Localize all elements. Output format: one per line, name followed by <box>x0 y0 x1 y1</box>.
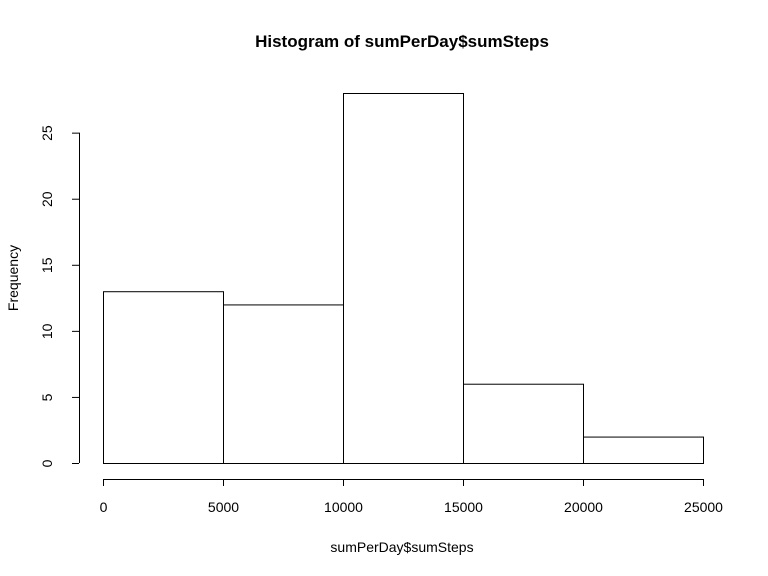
histogram-bar-2 <box>343 93 464 464</box>
x-axis: 0 5000 10000 15000 20000 25000 <box>100 479 723 515</box>
y-tick-label-3: 15 <box>39 257 55 273</box>
y-tick-label-5: 25 <box>39 125 55 141</box>
histogram-bar-4 <box>583 436 704 465</box>
x-tick-label-4: 20000 <box>564 499 603 515</box>
y-axis: 0 5 10 15 20 25 <box>39 125 80 467</box>
x-tick-label-3: 15000 <box>444 499 483 515</box>
bars-group <box>103 93 704 465</box>
y-tick-label-0: 0 <box>39 459 55 467</box>
x-tick-label-2: 10000 <box>324 499 363 515</box>
x-tick-label-0: 0 <box>100 499 108 515</box>
y-tick-label-1: 5 <box>39 393 55 401</box>
y-axis-label: Frequency <box>5 245 21 311</box>
x-axis-label: sumPerDay$sumSteps <box>330 539 473 555</box>
histogram-bar-3 <box>463 383 584 465</box>
x-tick-label-5: 25000 <box>684 499 723 515</box>
chart-title: Histogram of sumPerDay$sumSteps <box>255 32 549 51</box>
y-tick-label-2: 10 <box>39 323 55 339</box>
histogram-bar-0 <box>103 291 224 465</box>
y-tick-label-4: 20 <box>39 191 55 207</box>
histogram-bar-1 <box>223 304 344 464</box>
x-tick-label-1: 5000 <box>208 499 239 515</box>
